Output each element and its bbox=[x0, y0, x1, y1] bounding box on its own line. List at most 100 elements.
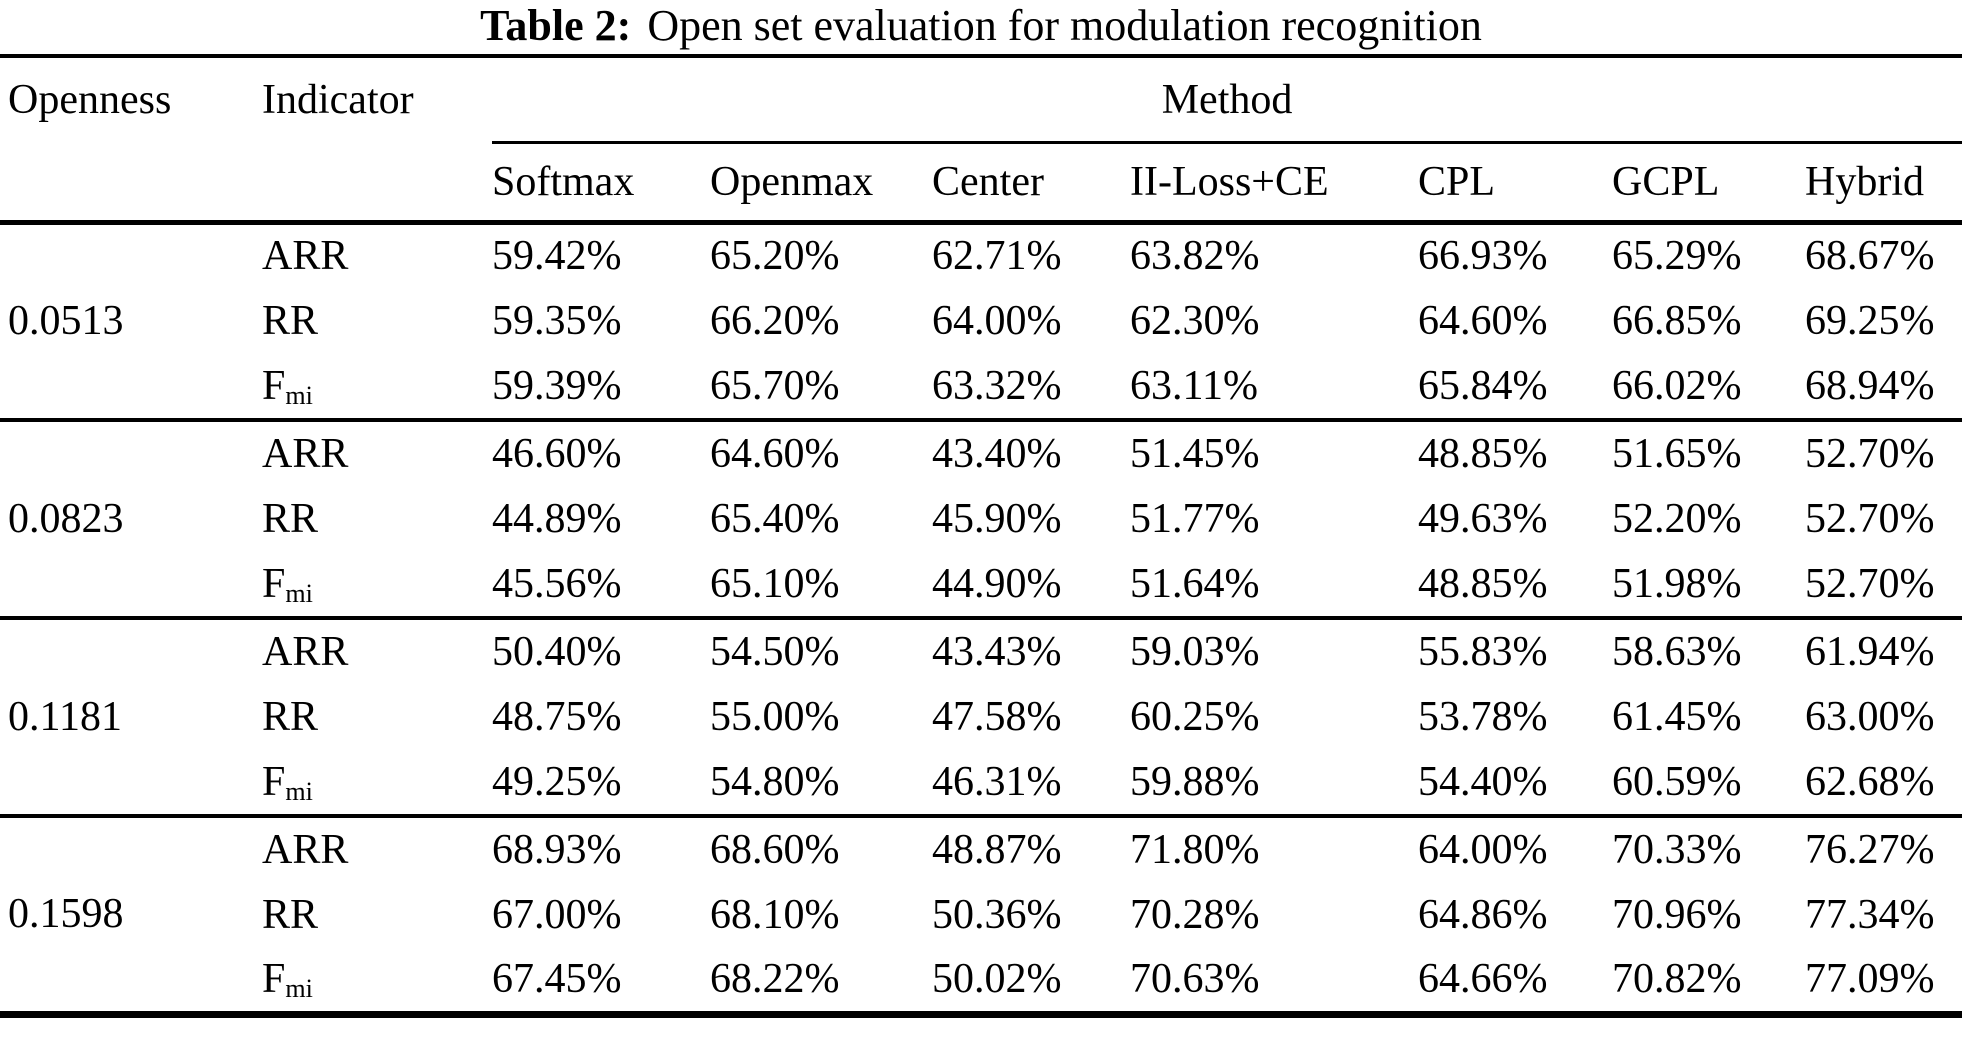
indicator-column-header: Indicator bbox=[262, 77, 414, 123]
indicator-label: RR bbox=[262, 892, 319, 938]
indicator-subscript: mi bbox=[285, 973, 313, 1003]
metric-cell: 65.40% bbox=[710, 496, 840, 542]
metric-cell: 55.00% bbox=[710, 694, 840, 740]
metric-cell: 47.58% bbox=[932, 694, 1062, 740]
openness-column-header: Openness bbox=[8, 77, 172, 123]
metric-cell: 65.70% bbox=[710, 363, 840, 409]
metric-cell: 62.68% bbox=[1805, 759, 1935, 805]
metric-cell: 67.00% bbox=[492, 892, 622, 938]
metric-cell: 51.98% bbox=[1612, 561, 1742, 607]
openness-value: 0.0823 bbox=[8, 496, 124, 542]
metric-cell: 51.64% bbox=[1130, 561, 1260, 607]
metric-cell: 48.85% bbox=[1418, 561, 1548, 607]
metric-cell: 64.00% bbox=[932, 298, 1062, 344]
metric-cell: 54.80% bbox=[710, 759, 840, 805]
metric-cell: 62.71% bbox=[932, 233, 1062, 280]
metric-cell: 48.85% bbox=[1418, 431, 1548, 477]
metric-cell: 66.93% bbox=[1418, 233, 1548, 280]
metric-cell: 62.30% bbox=[1130, 298, 1260, 344]
metric-cell: 64.60% bbox=[710, 431, 840, 477]
metric-cell: 65.10% bbox=[710, 561, 840, 607]
method-header-cpl: CPL bbox=[1418, 158, 1496, 205]
metric-cell: 61.94% bbox=[1805, 629, 1935, 675]
indicator-subscript: mi bbox=[285, 578, 313, 608]
metric-cell: 52.20% bbox=[1612, 496, 1742, 542]
openness-group: 0.1181 ARR 50.40% 54.50% 43.43% 59.03% 55.83% 5… bbox=[0, 618, 1962, 816]
indicator-label: Fmi bbox=[262, 363, 313, 410]
metric-cell: 68.93% bbox=[492, 827, 622, 873]
metric-cell: 68.94% bbox=[1805, 363, 1935, 409]
metric-cell: 69.25% bbox=[1805, 298, 1935, 344]
metric-cell: 51.77% bbox=[1130, 496, 1260, 542]
metric-cell: 65.84% bbox=[1418, 363, 1548, 409]
table-row: 0.0513 ARR 59.42% 65.20% 62.71% 63.82% 66.93% 6… bbox=[0, 222, 1962, 344]
metric-cell: 50.02% bbox=[932, 956, 1062, 1003]
table-row: 0.1181 ARR 50.40% 54.50% 43.43% 59.03% 55.83% 5… bbox=[0, 618, 1962, 740]
metric-cell: 70.96% bbox=[1612, 892, 1742, 938]
metric-cell: 51.65% bbox=[1612, 431, 1742, 477]
metric-cell: 63.11% bbox=[1130, 363, 1258, 409]
metric-cell: 53.78% bbox=[1418, 694, 1548, 740]
table-row: RR 44.89% 65.40% 45.90% 51.77% 49.63% 52.20% 52… bbox=[0, 486, 1962, 552]
metric-cell: 71.80% bbox=[1130, 827, 1260, 873]
metric-cell: 77.34% bbox=[1805, 892, 1935, 938]
method-names-row: Softmax Openmax Center II-Loss+CE CPL GCPL Hyb… bbox=[0, 142, 1962, 222]
metric-cell: 59.88% bbox=[1130, 759, 1260, 805]
header-row-top: Openness Indicator Method bbox=[0, 56, 1962, 144]
table-row: Fmi 45.56% 65.10% 44.90% 51.64% 48.85% 51.98% 5… bbox=[0, 552, 1962, 618]
metric-cell: 54.40% bbox=[1418, 759, 1548, 805]
method-header-softmax: Softmax bbox=[492, 158, 635, 205]
metric-cell: 77.09% bbox=[1805, 956, 1935, 1003]
table-row: 0.0823 ARR 46.60% 64.60% 43.40% 51.45% 48.85% 5… bbox=[0, 420, 1962, 542]
indicator-subscript: mi bbox=[285, 380, 313, 410]
table-row: Fmi 67.45% 68.22% 50.02% 70.63% 64.66% 70.82% 7… bbox=[0, 948, 1962, 1014]
metric-cell: 68.60% bbox=[710, 827, 840, 873]
metric-cell: 63.32% bbox=[932, 363, 1062, 409]
metric-cell: 60.59% bbox=[1612, 759, 1742, 805]
indicator-subscript: mi bbox=[285, 776, 313, 806]
metric-cell: 64.66% bbox=[1418, 956, 1548, 1003]
results-table: Openness Indicator Method Softmax Openmax… bbox=[0, 54, 1962, 1018]
openness-group: 0.1598 ARR 68.93% 68.60% 48.87% 71.80% 64.00% 7… bbox=[0, 816, 1962, 1014]
metric-cell: 44.89% bbox=[492, 496, 622, 542]
table-row: Fmi 59.39% 65.70% 63.32% 63.11% 65.84% 66.02% 6… bbox=[0, 354, 1962, 420]
metric-cell: 66.20% bbox=[710, 298, 840, 344]
metric-cell: 49.25% bbox=[492, 759, 622, 805]
indicator-label: Fmi bbox=[262, 561, 313, 608]
metric-cell: 45.90% bbox=[932, 496, 1062, 542]
metric-cell: 61.45% bbox=[1612, 694, 1742, 740]
metric-cell: 58.63% bbox=[1612, 629, 1742, 675]
metric-cell: 68.22% bbox=[710, 956, 840, 1003]
indicator-label: ARR bbox=[262, 233, 349, 280]
metric-cell: 52.70% bbox=[1805, 431, 1935, 477]
metric-cell: 52.70% bbox=[1805, 496, 1935, 542]
indicator-label: ARR bbox=[262, 629, 349, 675]
table-row: Fmi 49.25% 54.80% 46.31% 59.88% 54.40% 60.59% 6… bbox=[0, 750, 1962, 816]
metric-cell: 64.00% bbox=[1418, 827, 1548, 873]
metric-cell: 46.60% bbox=[492, 431, 622, 477]
metric-cell: 64.60% bbox=[1418, 298, 1548, 344]
method-header-center: Center bbox=[932, 158, 1044, 205]
metric-cell: 48.75% bbox=[492, 694, 622, 740]
openness-value: 0.1598 bbox=[8, 891, 124, 938]
metric-cell: 65.29% bbox=[1612, 233, 1742, 280]
table-row: RR 67.00% 68.10% 50.36% 70.28% 64.86% 70.96% 77… bbox=[0, 882, 1962, 948]
indicator-label: Fmi bbox=[262, 956, 313, 1003]
metric-cell: 45.56% bbox=[492, 561, 622, 607]
metric-cell: 64.86% bbox=[1418, 892, 1548, 938]
metric-cell: 54.50% bbox=[710, 629, 840, 675]
metric-cell: 60.25% bbox=[1130, 694, 1260, 740]
indicator-label: RR bbox=[262, 496, 319, 542]
method-header-hybrid: Hybrid bbox=[1805, 158, 1924, 205]
indicator-label: Fmi bbox=[262, 759, 313, 806]
indicator-label: RR bbox=[262, 694, 319, 740]
metric-cell: 66.85% bbox=[1612, 298, 1742, 344]
table-row: RR 59.35% 66.20% 64.00% 62.30% 64.60% 66.85% 69… bbox=[0, 288, 1962, 354]
metric-cell: 66.02% bbox=[1612, 363, 1742, 409]
metric-cell: 50.36% bbox=[932, 892, 1062, 938]
metric-cell: 43.40% bbox=[932, 431, 1062, 477]
indicator-label: ARR bbox=[262, 827, 349, 873]
method-header-ii-loss-ce: II-Loss+CE bbox=[1130, 158, 1329, 205]
metric-cell: 68.10% bbox=[710, 892, 840, 938]
